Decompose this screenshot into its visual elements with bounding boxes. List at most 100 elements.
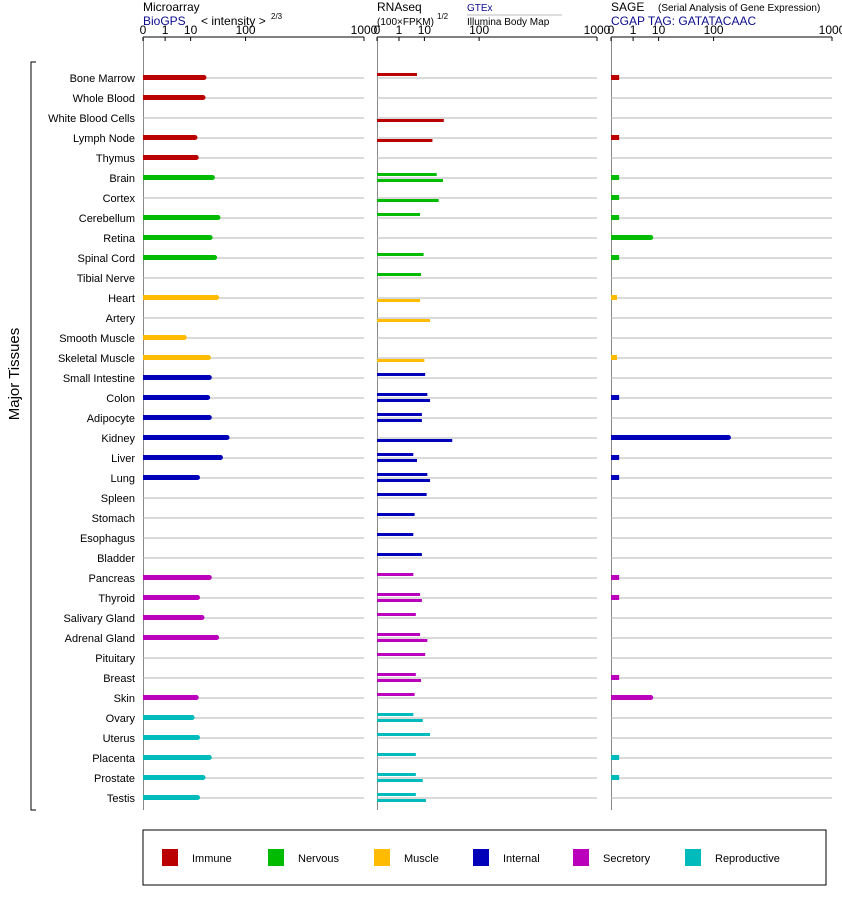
tissue-row: Cerebellum xyxy=(79,213,832,225)
legend-swatch xyxy=(685,849,701,866)
legend-swatch xyxy=(162,849,178,866)
y-axis-label: Major Tissues xyxy=(6,328,23,421)
rnaseq-source-gtex: GTEx xyxy=(467,3,493,14)
sage-bar xyxy=(611,395,620,400)
rnaseq-gtex-bar xyxy=(377,633,421,636)
tissue-label: Cortex xyxy=(103,193,136,205)
microarray-bar xyxy=(143,155,197,160)
axis-tick-label: 1000 xyxy=(819,23,842,37)
tissue-row: Skin xyxy=(114,693,832,705)
microarray-bar-end xyxy=(189,715,195,720)
tissue-label: White Blood Cells xyxy=(48,113,135,125)
rnaseq-ibm-bar xyxy=(377,719,423,722)
microarray-bar xyxy=(143,135,195,140)
rnaseq-gtex-bar xyxy=(377,793,416,796)
rnaseq-ibm-bar xyxy=(377,359,425,362)
rnaseq-ibm-bar xyxy=(377,119,444,122)
rnaseq-gtex-bar xyxy=(377,593,421,596)
tissue-row: Spleen xyxy=(101,493,832,505)
legend-label: Secretory xyxy=(603,853,651,865)
legend-item-secretory: Secretory xyxy=(573,849,651,866)
sage-bar xyxy=(611,135,620,140)
rnaseq-gtex-bar xyxy=(377,73,417,76)
tissue-label: Skin xyxy=(114,693,135,705)
microarray-bar-end xyxy=(215,215,221,220)
tissue-label: Brain xyxy=(109,173,135,185)
sage-bar xyxy=(611,195,620,200)
sage-bar xyxy=(611,595,620,600)
microarray-bar-end xyxy=(195,735,201,740)
sage-bar xyxy=(611,755,620,760)
sage-bar xyxy=(611,215,620,220)
rnaseq-unit: (100×FPKM) xyxy=(377,17,434,28)
microarray-bar-end xyxy=(192,135,198,140)
microarray-bar xyxy=(143,95,203,100)
microarray-bar xyxy=(143,755,210,760)
tissue-label: Spinal Cord xyxy=(78,253,135,265)
tissue-label: Pituitary xyxy=(95,653,135,665)
microarray-bar-end xyxy=(195,475,201,480)
tissue-label: Lung xyxy=(111,473,135,485)
tissue-row: Lung xyxy=(111,473,832,485)
sage-bar xyxy=(611,475,620,480)
axis-tick-label: 1000 xyxy=(584,23,611,37)
sage-bar xyxy=(611,295,617,300)
sage-bar-end xyxy=(648,235,654,240)
legend-swatch xyxy=(473,849,489,866)
tissue-label: Thyroid xyxy=(98,593,135,605)
microarray-bar-end xyxy=(214,295,220,300)
rnaseq-gtex-bar xyxy=(377,553,422,556)
microarray-bar xyxy=(143,615,202,620)
microarray-bar-end xyxy=(217,455,223,460)
tissue-row: Thymus xyxy=(96,153,832,165)
legend-item-reproductive: Reproductive xyxy=(685,849,780,866)
tissue-label: Uterus xyxy=(103,733,136,745)
microarray-bar-end xyxy=(201,75,207,80)
tissue-label: Liver xyxy=(111,453,135,465)
microarray-bar xyxy=(143,455,221,460)
microarray-bar xyxy=(143,215,218,220)
rnaseq-gtex-bar xyxy=(377,253,424,256)
microarray-bar xyxy=(143,375,210,380)
tissue-label: Artery xyxy=(106,313,136,325)
microarray-bar xyxy=(143,335,185,340)
tissue-row: Ovary xyxy=(106,713,832,725)
microarray-bar xyxy=(143,775,203,780)
sage-bar xyxy=(611,75,620,80)
microarray-bar xyxy=(143,575,210,580)
rnaseq-ibm-bar xyxy=(377,139,433,142)
sage-bar xyxy=(611,675,620,680)
legend-item-nervous: Nervous xyxy=(268,849,339,866)
tissue-row: Stomach xyxy=(92,513,832,525)
rnaseq-gtex-bar xyxy=(377,653,426,656)
legend-item-internal: Internal xyxy=(473,849,540,866)
rnaseq-gtex-bar xyxy=(377,373,426,376)
axis-tick-label: 10 xyxy=(418,23,432,37)
axis-tick-label: 100 xyxy=(469,23,489,37)
microarray-bar xyxy=(143,415,210,420)
tissue-label: Bladder xyxy=(97,553,135,565)
sage-bar-end xyxy=(648,695,654,700)
tissue-row: Bladder xyxy=(97,553,832,565)
axis-tick-label: 1 xyxy=(630,23,637,37)
tissue-label: Breast xyxy=(103,673,135,685)
tissue-label: Ovary xyxy=(106,713,136,725)
tissue-row: White Blood Cells xyxy=(48,113,832,125)
microarray-bar xyxy=(143,735,198,740)
rnaseq-ibm-bar xyxy=(377,479,431,482)
axis-tick-label: 0 xyxy=(374,23,381,37)
tissue-label: Esophagus xyxy=(80,533,136,545)
sage-bar xyxy=(611,255,620,260)
tissue-label: Salivary Gland xyxy=(63,613,135,625)
rnaseq-gtex-bar xyxy=(377,573,414,576)
rnaseq-ibm-bar xyxy=(377,319,431,322)
sage-bar xyxy=(611,455,620,460)
axis-microarray: 0 1 10 100 1000 xyxy=(140,23,378,810)
microarray-bar xyxy=(143,475,198,480)
microarray-bar-end xyxy=(181,335,187,340)
microarray-bar-end xyxy=(212,255,218,260)
rnaseq-gtex-bar xyxy=(377,273,421,276)
tissue-row: Uterus xyxy=(103,733,832,745)
microarray-bar-end xyxy=(195,595,201,600)
rnaseq-gtex-bar xyxy=(377,713,414,716)
